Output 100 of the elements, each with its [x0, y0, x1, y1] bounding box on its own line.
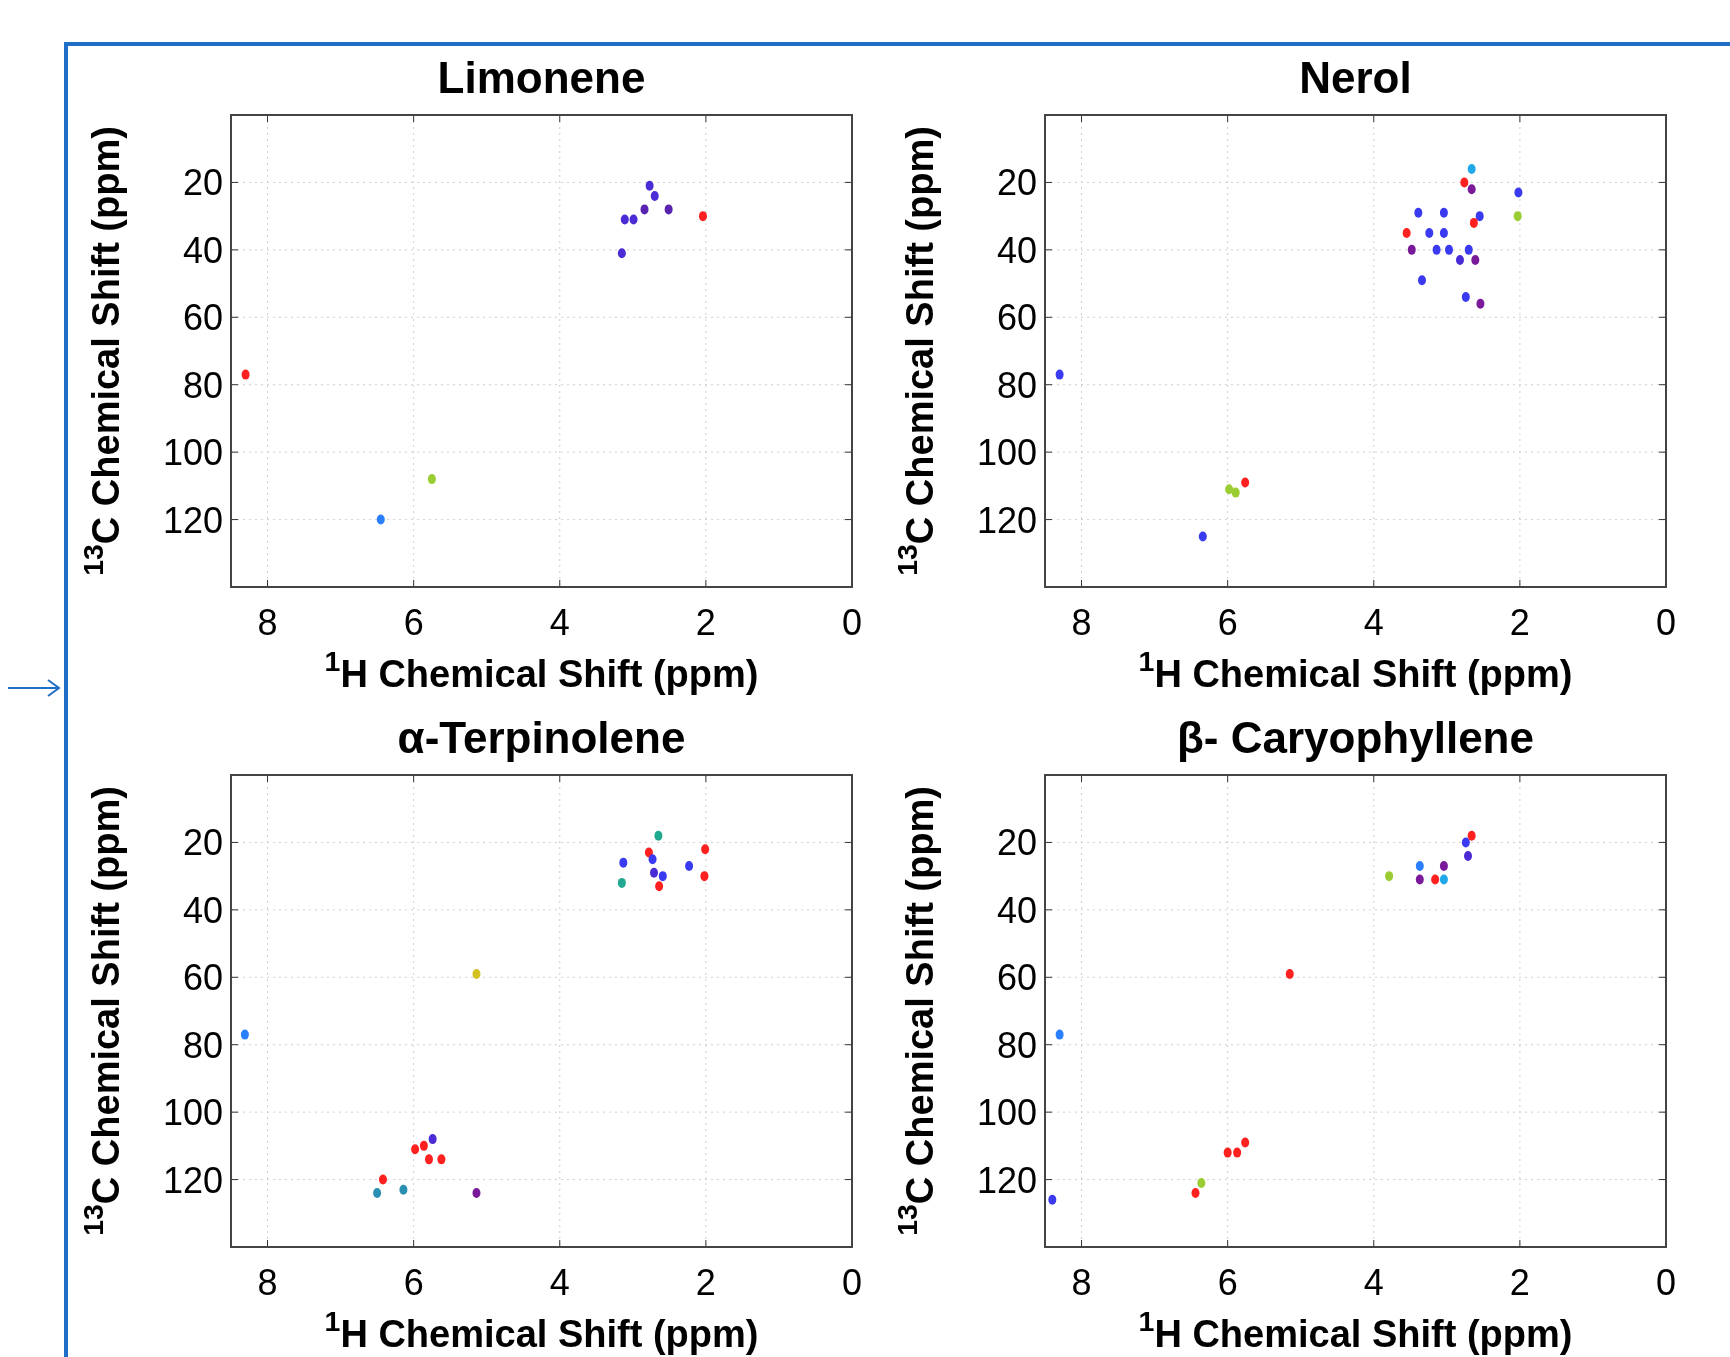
- point: [1223, 1147, 1232, 1158]
- point: [1455, 254, 1464, 265]
- point: [1431, 874, 1440, 885]
- y-tick-label: 20: [182, 822, 223, 864]
- point: [1469, 217, 1478, 228]
- chart-title: α-Terpinolene: [397, 713, 686, 762]
- point: [650, 190, 659, 201]
- point: [1432, 244, 1441, 255]
- y-tick-label: 60: [996, 297, 1037, 339]
- y-tick-label: 80: [996, 364, 1037, 406]
- point: [1385, 871, 1394, 882]
- y-tick-label: 60: [182, 297, 223, 339]
- point: [399, 1184, 408, 1195]
- point: [1417, 275, 1426, 286]
- point: [1439, 861, 1448, 872]
- point: [629, 214, 638, 225]
- point: [1467, 163, 1476, 174]
- point: [640, 204, 649, 215]
- point: [1467, 184, 1476, 195]
- x-axis-title: $^{1}$H Chemical Shift (ppm): [324, 645, 759, 695]
- x-tick-label: 6: [1217, 602, 1238, 643]
- x-tick-label: 0: [841, 1262, 863, 1303]
- point: [1191, 1188, 1200, 1199]
- point: [658, 871, 667, 882]
- y-tick-label: 40: [182, 889, 223, 931]
- y-tick-label: 120: [976, 499, 1037, 541]
- point: [1285, 968, 1294, 979]
- x-axis-title: $^{1}$H Chemical Shift (ppm): [1138, 1305, 1573, 1355]
- point: [427, 474, 436, 485]
- point: [437, 1154, 446, 1165]
- x-tick-label: 8: [1071, 602, 1092, 643]
- y-tick-label: 80: [996, 1024, 1037, 1066]
- point: [648, 854, 657, 865]
- y-tick-label: 120: [162, 499, 223, 541]
- point: [1471, 254, 1480, 265]
- point: [378, 1174, 387, 1185]
- x-axis-title: $^{1}$H Chemical Shift (ppm): [1138, 645, 1573, 695]
- point: [1475, 211, 1484, 222]
- y-tick-label: 100: [976, 1092, 1037, 1134]
- point: [472, 1188, 481, 1199]
- y-tick-label: 20: [996, 822, 1037, 864]
- point: [650, 867, 659, 878]
- point: [1414, 207, 1423, 218]
- point: [1439, 228, 1448, 238]
- x-tick-label: 8: [257, 1262, 278, 1303]
- y-tick-label: 60: [996, 957, 1037, 999]
- x-tick-label: 2: [695, 602, 716, 643]
- point: [1197, 1177, 1206, 1188]
- point: [1514, 187, 1523, 198]
- chart-title: β- Caryophyllene: [1177, 713, 1534, 762]
- point: [645, 180, 654, 191]
- point: [428, 1134, 437, 1145]
- y-tick-label: 40: [996, 229, 1037, 271]
- point: [617, 877, 626, 888]
- point: [411, 1144, 420, 1155]
- point: [373, 1188, 382, 1199]
- point: [1461, 292, 1470, 303]
- point: [1407, 244, 1416, 255]
- point: [1467, 830, 1476, 841]
- y-tick-label: 100: [162, 1092, 223, 1134]
- point: [664, 204, 673, 215]
- point: [1231, 487, 1240, 498]
- point: [1461, 837, 1470, 848]
- point: [701, 844, 710, 855]
- point: [1464, 850, 1473, 861]
- y-tick-label: 80: [182, 364, 223, 406]
- point: [1055, 369, 1064, 380]
- x-tick-label: 2: [1509, 602, 1530, 643]
- point: [1476, 298, 1485, 309]
- point: [1055, 1029, 1064, 1040]
- point: [655, 881, 664, 892]
- x-tick-label: 6: [1217, 1262, 1238, 1303]
- y-tick-label: 80: [182, 1024, 223, 1066]
- point: [241, 369, 250, 380]
- y-tick-label: 40: [996, 889, 1037, 931]
- point: [1225, 484, 1234, 495]
- y-tick-label: 20: [182, 162, 223, 204]
- x-tick-label: 6: [403, 602, 424, 643]
- y-tick-label: 20: [996, 162, 1037, 204]
- point: [376, 514, 385, 525]
- point: [1402, 228, 1411, 238]
- y-tick-label: 100: [976, 432, 1037, 474]
- point: [1460, 177, 1469, 188]
- x-tick-label: 2: [695, 1262, 716, 1303]
- point: [685, 861, 694, 872]
- x-tick-label: 2: [1509, 1262, 1530, 1303]
- point: [240, 1029, 249, 1040]
- x-tick-label: 0: [1655, 602, 1677, 643]
- x-tick-label: 4: [1363, 1262, 1384, 1303]
- point: [1425, 228, 1434, 238]
- x-tick-label: 6: [403, 1262, 424, 1303]
- y-tick-label: 40: [182, 229, 223, 271]
- chart-title: Nerol: [1299, 53, 1412, 102]
- point: [1439, 874, 1448, 885]
- point: [419, 1140, 428, 1151]
- point: [700, 871, 709, 882]
- point: [619, 857, 628, 868]
- x-tick-label: 8: [257, 602, 278, 643]
- y-tick-label: 100: [162, 432, 223, 474]
- point: [654, 830, 663, 841]
